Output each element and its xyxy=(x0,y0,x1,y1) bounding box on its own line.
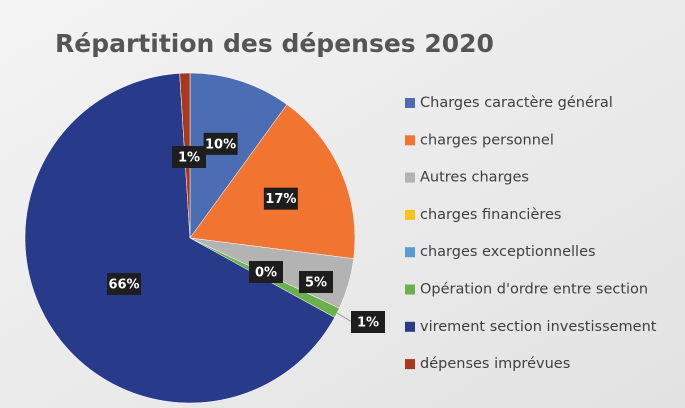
data-label: 10% xyxy=(205,137,236,152)
legend-label: charges financières xyxy=(420,207,561,223)
legend-swatch xyxy=(405,172,415,183)
legend-swatch xyxy=(405,209,415,220)
legend-swatch xyxy=(405,359,415,370)
leader-line xyxy=(336,312,353,323)
data-label: 17% xyxy=(265,192,296,207)
legend-label: dépenses imprévues xyxy=(420,356,570,372)
pie-slice xyxy=(189,72,288,239)
legend-swatch xyxy=(405,284,415,295)
legend-label: charges exceptionnelles xyxy=(420,244,596,260)
legend-swatch xyxy=(405,135,415,146)
legend-label: Opération d'ordre entre section xyxy=(420,282,648,298)
data-label: 0% xyxy=(255,266,277,281)
data-label-box xyxy=(107,273,141,295)
data-label: 66% xyxy=(108,278,139,293)
data-label: 1% xyxy=(178,151,200,166)
data-label: 1% xyxy=(357,316,379,331)
legend-swatch xyxy=(405,98,415,108)
pie-slice xyxy=(24,73,335,404)
chart-title: Répartition des dépenses 2020 xyxy=(55,29,494,58)
legend: Charges caractère général charges personn… xyxy=(405,95,657,372)
pie xyxy=(24,72,356,404)
legend-label: virement section investissement xyxy=(420,319,657,335)
data-label-box xyxy=(249,261,283,283)
data-label: 5% xyxy=(305,276,327,291)
pie-slice xyxy=(189,104,356,259)
data-label-box xyxy=(172,146,206,168)
legend-swatch xyxy=(405,247,415,258)
data-labels: 10% 17% 5% 0% 1% 66% 1% xyxy=(107,132,385,333)
data-label-box xyxy=(203,132,238,155)
legend-swatch xyxy=(405,321,415,332)
data-label-box xyxy=(299,271,333,293)
legend-label: Charges caractère général xyxy=(420,95,613,111)
legend-label: charges personnel xyxy=(420,132,554,148)
data-label-box xyxy=(351,311,385,333)
data-label-box xyxy=(263,187,298,210)
legend-label: Autres charges xyxy=(420,170,529,186)
